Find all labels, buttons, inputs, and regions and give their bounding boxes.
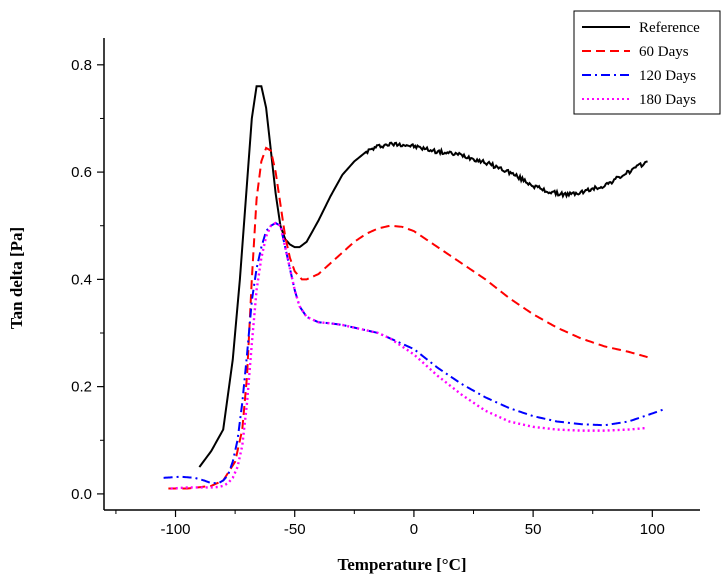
y-tick-label: 0.0 bbox=[71, 486, 92, 503]
legend-label-3: 120 Days bbox=[639, 68, 696, 84]
legend: Reference 60 Days 120 Days 180 Days bbox=[573, 10, 721, 115]
x-tick-label: 0 bbox=[410, 521, 418, 538]
series-line-2 bbox=[168, 146, 648, 490]
legend-label-1: Reference bbox=[639, 20, 700, 36]
y-axis-title: Tan delta [Pa] bbox=[7, 227, 26, 329]
axes bbox=[103, 38, 700, 511]
x-tick-label: 50 bbox=[525, 521, 542, 538]
x-tick-label: 100 bbox=[640, 521, 665, 538]
x-tick-label: -50 bbox=[284, 521, 306, 538]
ticks: -100 -50 0 50 100 0.0 0.2 0.4 0.6 0.8 bbox=[71, 57, 665, 538]
plot-lines bbox=[163, 85, 665, 490]
legend-label-4: 180 Days bbox=[639, 92, 696, 108]
series-line-1 bbox=[198, 85, 648, 468]
y-tick-label: 0.8 bbox=[71, 57, 92, 74]
legend-box bbox=[573, 10, 721, 115]
series-line-4 bbox=[170, 221, 648, 490]
series-line-3 bbox=[163, 221, 665, 485]
x-tick-label: -100 bbox=[161, 521, 191, 538]
y-tick-label: 0.6 bbox=[71, 164, 92, 181]
y-tick-label: 0.2 bbox=[71, 379, 92, 396]
legend-label-2: 60 Days bbox=[639, 44, 689, 60]
y-tick-label: 0.4 bbox=[71, 271, 92, 288]
x-axis-title: Temperature [°C] bbox=[337, 555, 466, 574]
